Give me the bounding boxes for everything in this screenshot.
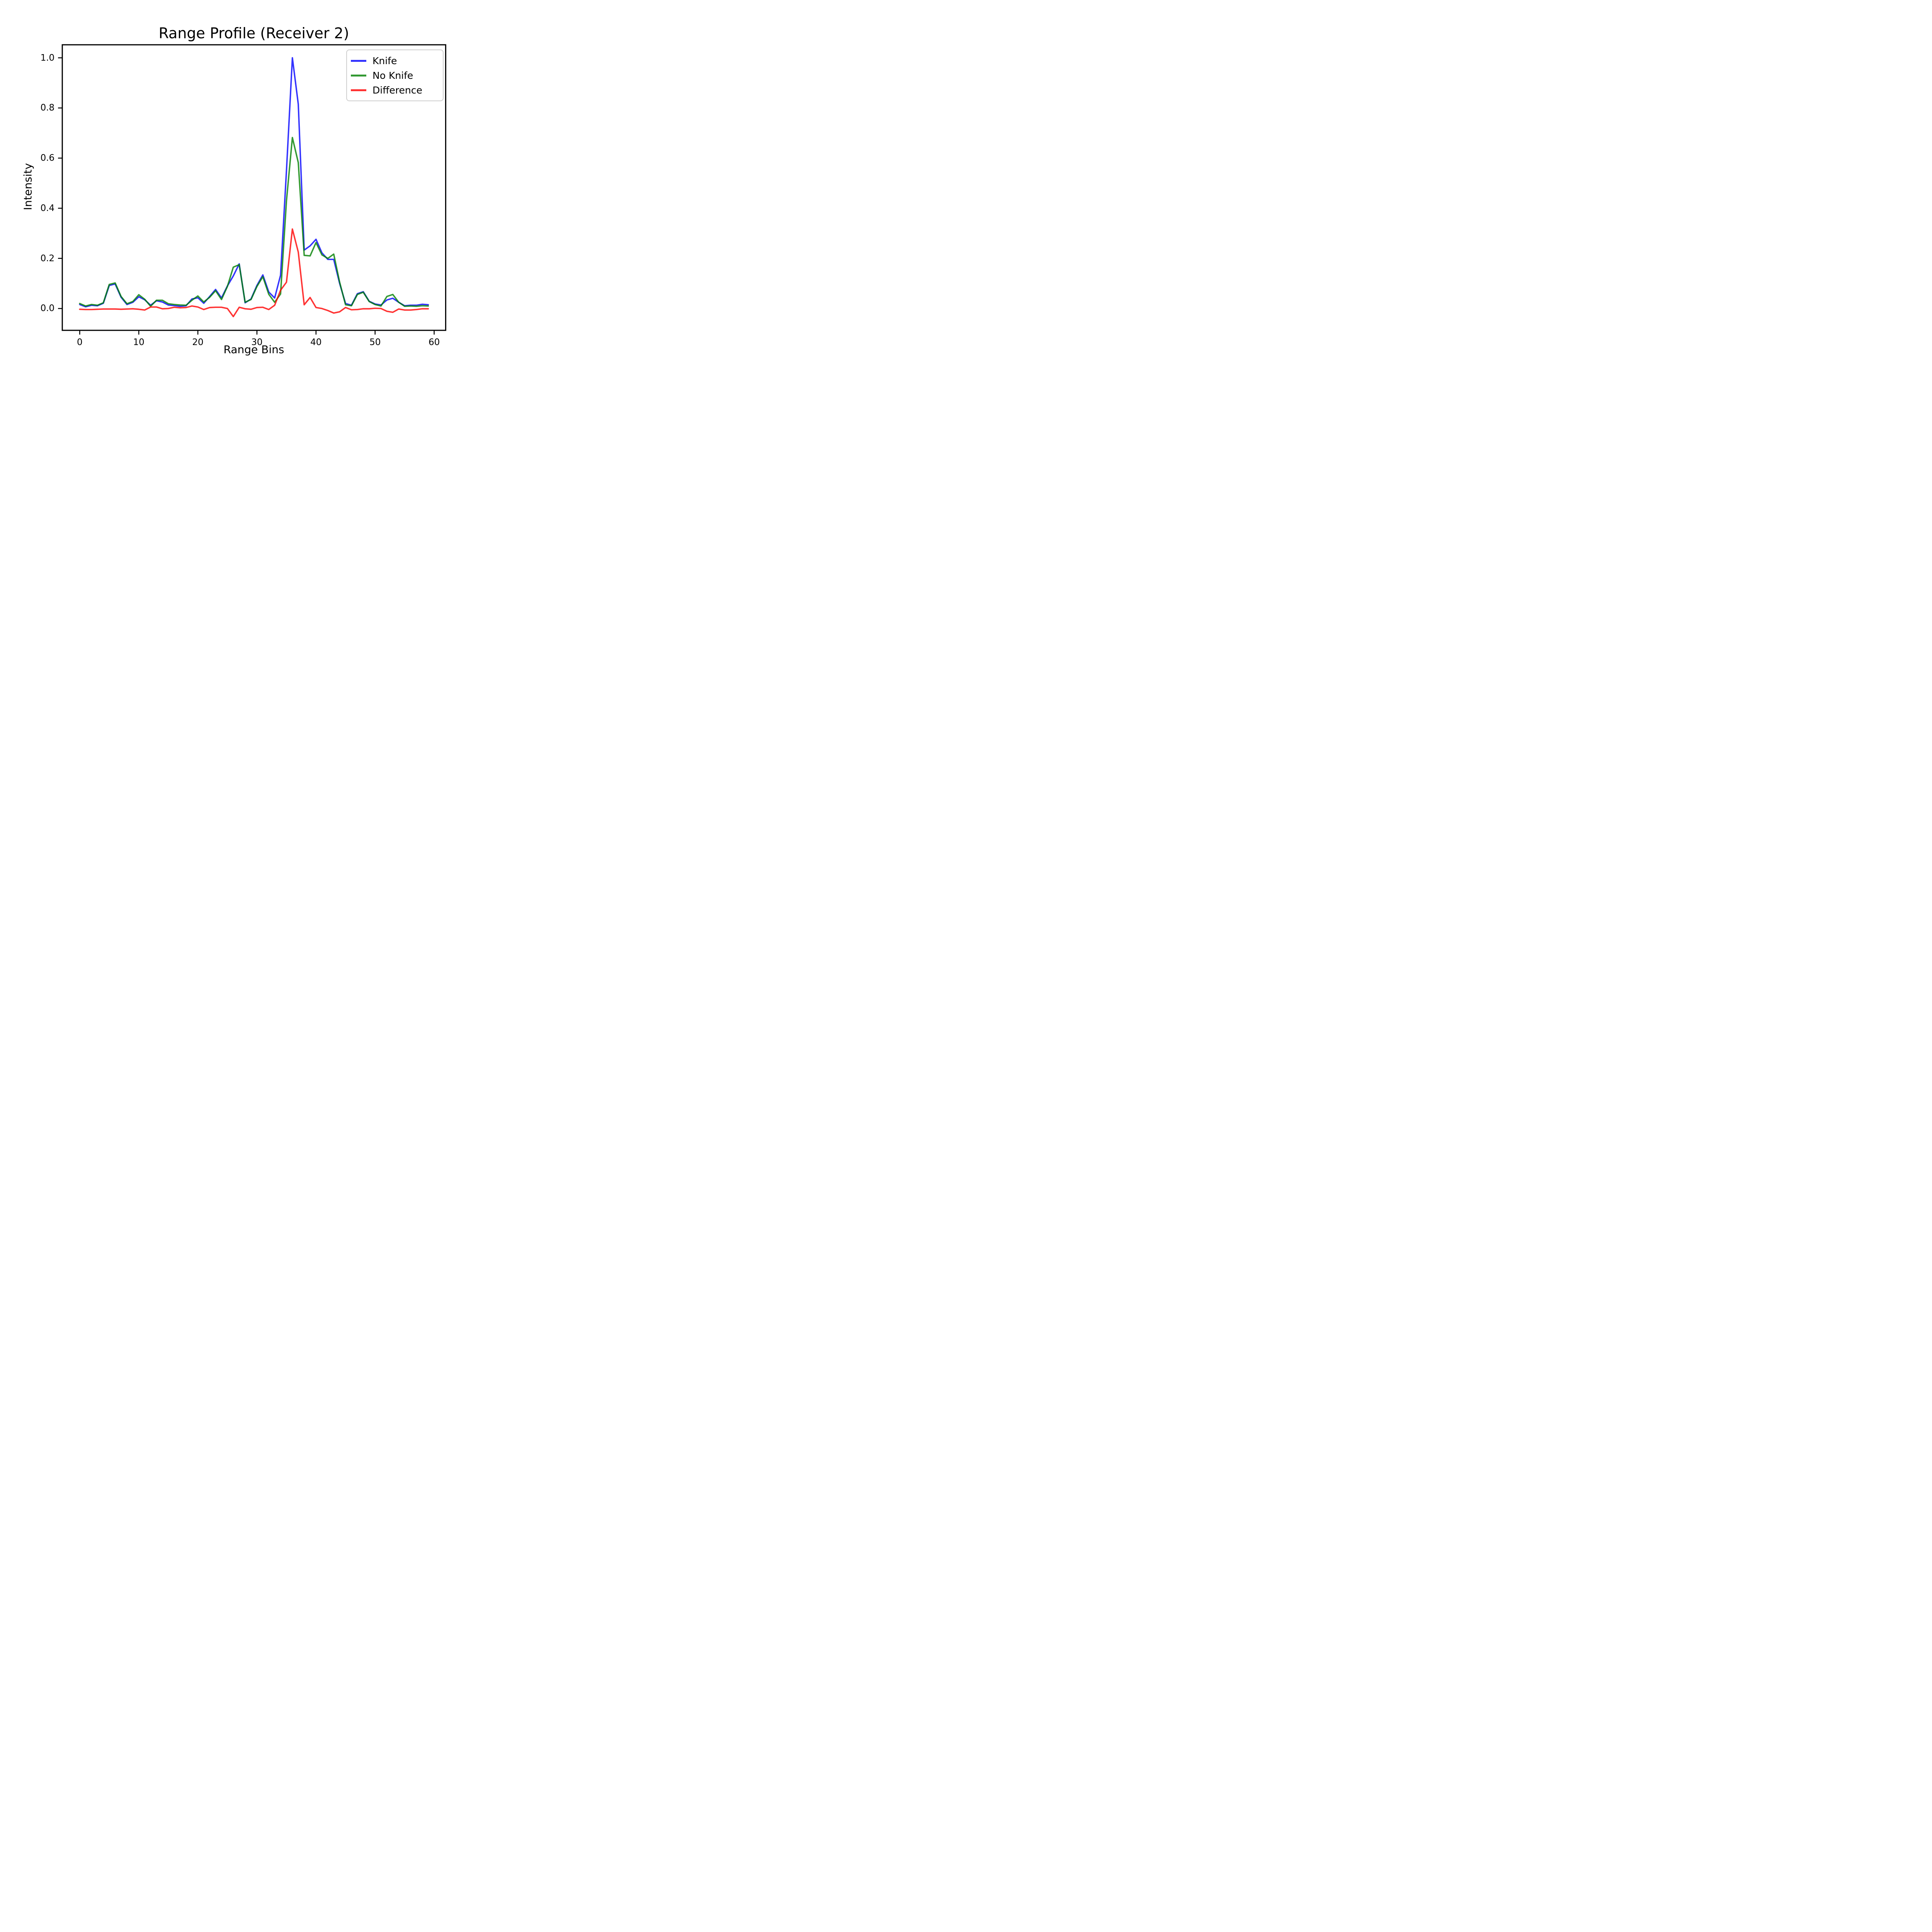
legend-item-knife: Knife <box>347 55 443 66</box>
plot-spines <box>61 44 446 331</box>
legend: Knife No Knife Difference <box>346 49 444 101</box>
legend-label: Difference <box>372 84 422 96</box>
y-tick-label: 1.0 <box>40 53 55 63</box>
legend-swatch-line <box>351 60 366 62</box>
x-tick-label: 50 <box>369 337 381 347</box>
x-tick-label: 40 <box>310 337 322 347</box>
x-tick-label: 20 <box>192 337 204 347</box>
y-axis-label: Intensity <box>21 163 34 210</box>
y-tick-label: 0.2 <box>40 253 55 264</box>
y-tick-label: 0.6 <box>40 153 55 163</box>
x-tick-label: 0 <box>77 337 83 347</box>
series-line-no-knife <box>79 137 429 307</box>
legend-swatch-line <box>351 74 366 77</box>
y-tick-label: 0.0 <box>40 303 55 314</box>
chart-title: Range Profile (Receiver 2) <box>158 25 349 42</box>
legend-label: Knife <box>372 55 397 66</box>
x-tick-label: 60 <box>428 337 440 347</box>
chart-canvas <box>58 44 446 335</box>
y-tick-label: 0.4 <box>40 203 55 213</box>
legend-item-no-knife: No Knife <box>347 70 443 81</box>
x-tick-label: 10 <box>133 337 145 347</box>
legend-label: No Knife <box>372 70 413 81</box>
series-line-difference <box>79 228 429 318</box>
legend-item-difference: Difference <box>347 85 443 96</box>
figure: Range Profile (Receiver 2) Range Bins In… <box>0 0 495 371</box>
legend-swatch-line <box>351 89 366 91</box>
x-axis-label: Range Bins <box>223 343 284 356</box>
y-tick-label: 0.8 <box>40 103 55 113</box>
x-tick-label: 30 <box>251 337 263 347</box>
